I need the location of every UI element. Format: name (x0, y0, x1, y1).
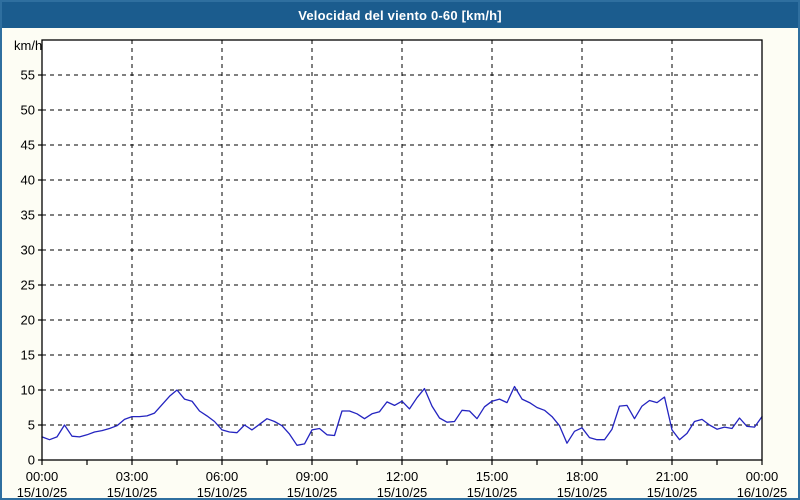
chart-title: Velocidad del viento 0-60 [km/h] (298, 7, 502, 23)
x-tick-time-label: 03:00 (116, 469, 149, 484)
x-tick-date-label: 15/10/25 (377, 485, 428, 498)
y-tick-label: 35 (21, 208, 35, 223)
chart-title-bar: Velocidad del viento 0-60 [km/h] (2, 2, 798, 28)
y-tick-label: 15 (21, 348, 35, 363)
x-tick-date-label: 15/10/25 (557, 485, 608, 498)
x-tick-date-label: 15/10/25 (17, 485, 68, 498)
y-tick-label: 45 (21, 138, 35, 153)
x-tick-date-label: 15/10/25 (287, 485, 338, 498)
x-tick-time-label: 00:00 (26, 469, 59, 484)
y-tick-label: 55 (21, 68, 35, 83)
x-tick-date-label: 15/10/25 (467, 485, 518, 498)
x-tick-time-label: 00:00 (746, 469, 779, 484)
x-tick-time-label: 18:00 (566, 469, 599, 484)
y-tick-label: 20 (21, 313, 35, 328)
x-tick-time-label: 09:00 (296, 469, 329, 484)
y-tick-label: 5 (28, 418, 35, 433)
y-tick-label: 25 (21, 278, 35, 293)
x-tick-date-label: 15/10/25 (647, 485, 698, 498)
y-tick-label: 30 (21, 243, 35, 258)
y-tick-label: 0 (28, 453, 35, 468)
wind-speed-chart: 0510152025303540455055km/h00:0015/10/250… (14, 38, 788, 498)
x-tick-time-label: 12:00 (386, 469, 419, 484)
x-tick-time-label: 21:00 (656, 469, 689, 484)
x-tick-date-label: 15/10/25 (107, 485, 158, 498)
y-axis-unit-label: km/h (14, 38, 42, 53)
x-tick-time-label: 06:00 (206, 469, 239, 484)
y-tick-label: 10 (21, 383, 35, 398)
y-tick-label: 50 (21, 103, 35, 118)
wind-speed-line (41, 385, 763, 446)
x-tick-time-label: 15:00 (476, 469, 509, 484)
y-tick-label: 40 (21, 173, 35, 188)
x-tick-date-label: 16/10/25 (737, 485, 788, 498)
x-tick-date-label: 15/10/25 (197, 485, 248, 498)
